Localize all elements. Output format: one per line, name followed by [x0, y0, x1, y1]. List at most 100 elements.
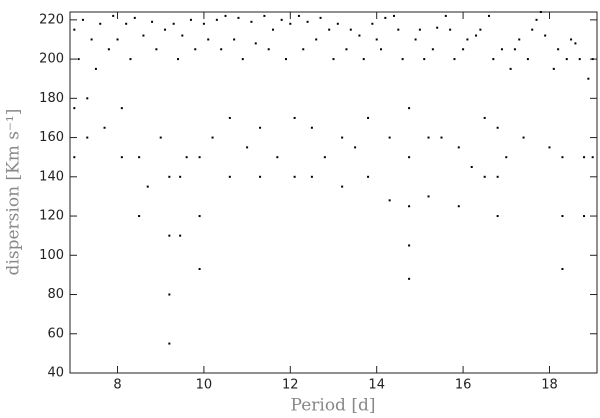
- point: [408, 156, 411, 159]
- point: [202, 22, 205, 25]
- point: [354, 146, 357, 149]
- point: [168, 293, 171, 296]
- point: [155, 48, 158, 51]
- point: [250, 20, 253, 23]
- point: [449, 28, 452, 31]
- point: [73, 107, 76, 110]
- point: [189, 18, 192, 21]
- point: [179, 175, 182, 178]
- point: [496, 215, 499, 218]
- point: [159, 136, 162, 139]
- x-tick-label: 14: [368, 378, 385, 393]
- point: [125, 22, 128, 25]
- point: [179, 234, 182, 237]
- point: [444, 14, 447, 17]
- point: [384, 16, 387, 19]
- point: [168, 175, 171, 178]
- point: [129, 58, 132, 61]
- y-tick-label: 200: [39, 52, 64, 67]
- point: [500, 48, 503, 51]
- point: [349, 28, 352, 31]
- point: [172, 22, 175, 25]
- point: [194, 48, 197, 51]
- point: [496, 126, 499, 129]
- point: [367, 116, 370, 119]
- point: [475, 34, 478, 37]
- point: [380, 48, 383, 51]
- point: [120, 156, 123, 159]
- point: [440, 136, 443, 139]
- point: [207, 38, 210, 41]
- point: [103, 126, 106, 129]
- point: [198, 215, 201, 218]
- point: [436, 26, 439, 29]
- plot-frame: [69, 11, 598, 374]
- point: [565, 58, 568, 61]
- point: [397, 28, 400, 31]
- y-axis-label: dispersion [Km s⁻¹]: [4, 109, 24, 276]
- point: [341, 185, 344, 188]
- point: [479, 28, 482, 31]
- point: [509, 67, 512, 70]
- point: [228, 175, 231, 178]
- point: [539, 11, 542, 13]
- point: [587, 77, 590, 80]
- point: [408, 205, 411, 208]
- point: [107, 48, 110, 51]
- point: [280, 18, 283, 21]
- point: [505, 156, 508, 159]
- point: [263, 14, 266, 17]
- point: [401, 58, 404, 61]
- point: [198, 156, 201, 159]
- point: [254, 42, 257, 45]
- point: [315, 38, 318, 41]
- y-tick-label: 120: [39, 209, 64, 224]
- point: [345, 48, 348, 51]
- point: [81, 18, 84, 21]
- point: [86, 136, 89, 139]
- point: [73, 28, 76, 31]
- x-tick-label: 18: [541, 378, 558, 393]
- point: [492, 58, 495, 61]
- point: [77, 58, 80, 61]
- point: [276, 156, 279, 159]
- y-tick-label: 180: [39, 91, 64, 106]
- y-tick-label: 40: [47, 366, 64, 381]
- point: [535, 18, 538, 21]
- x-tick-label: 10: [196, 378, 213, 393]
- point: [470, 165, 473, 168]
- point: [392, 14, 395, 17]
- point: [483, 175, 486, 178]
- point: [302, 48, 305, 51]
- point: [293, 116, 296, 119]
- point: [591, 156, 594, 159]
- point: [358, 34, 361, 37]
- point: [544, 34, 547, 37]
- point: [570, 38, 573, 41]
- point: [418, 28, 421, 31]
- point: [371, 22, 374, 25]
- point: [388, 136, 391, 139]
- point: [591, 58, 594, 61]
- point: [86, 97, 89, 100]
- point: [181, 34, 184, 37]
- point: [561, 268, 564, 271]
- y-tick-label: 100: [39, 248, 64, 263]
- y-tick-label: 80: [47, 287, 64, 302]
- point: [552, 67, 555, 70]
- point: [427, 136, 430, 139]
- point: [323, 156, 326, 159]
- point: [574, 42, 577, 45]
- x-tick-label: 12: [282, 378, 299, 393]
- point: [185, 156, 188, 159]
- point: [583, 156, 586, 159]
- point: [228, 116, 231, 119]
- point: [259, 175, 262, 178]
- point: [164, 28, 167, 31]
- point: [408, 244, 411, 247]
- point: [237, 16, 240, 19]
- point: [457, 146, 460, 149]
- point: [267, 48, 270, 51]
- point: [462, 48, 465, 51]
